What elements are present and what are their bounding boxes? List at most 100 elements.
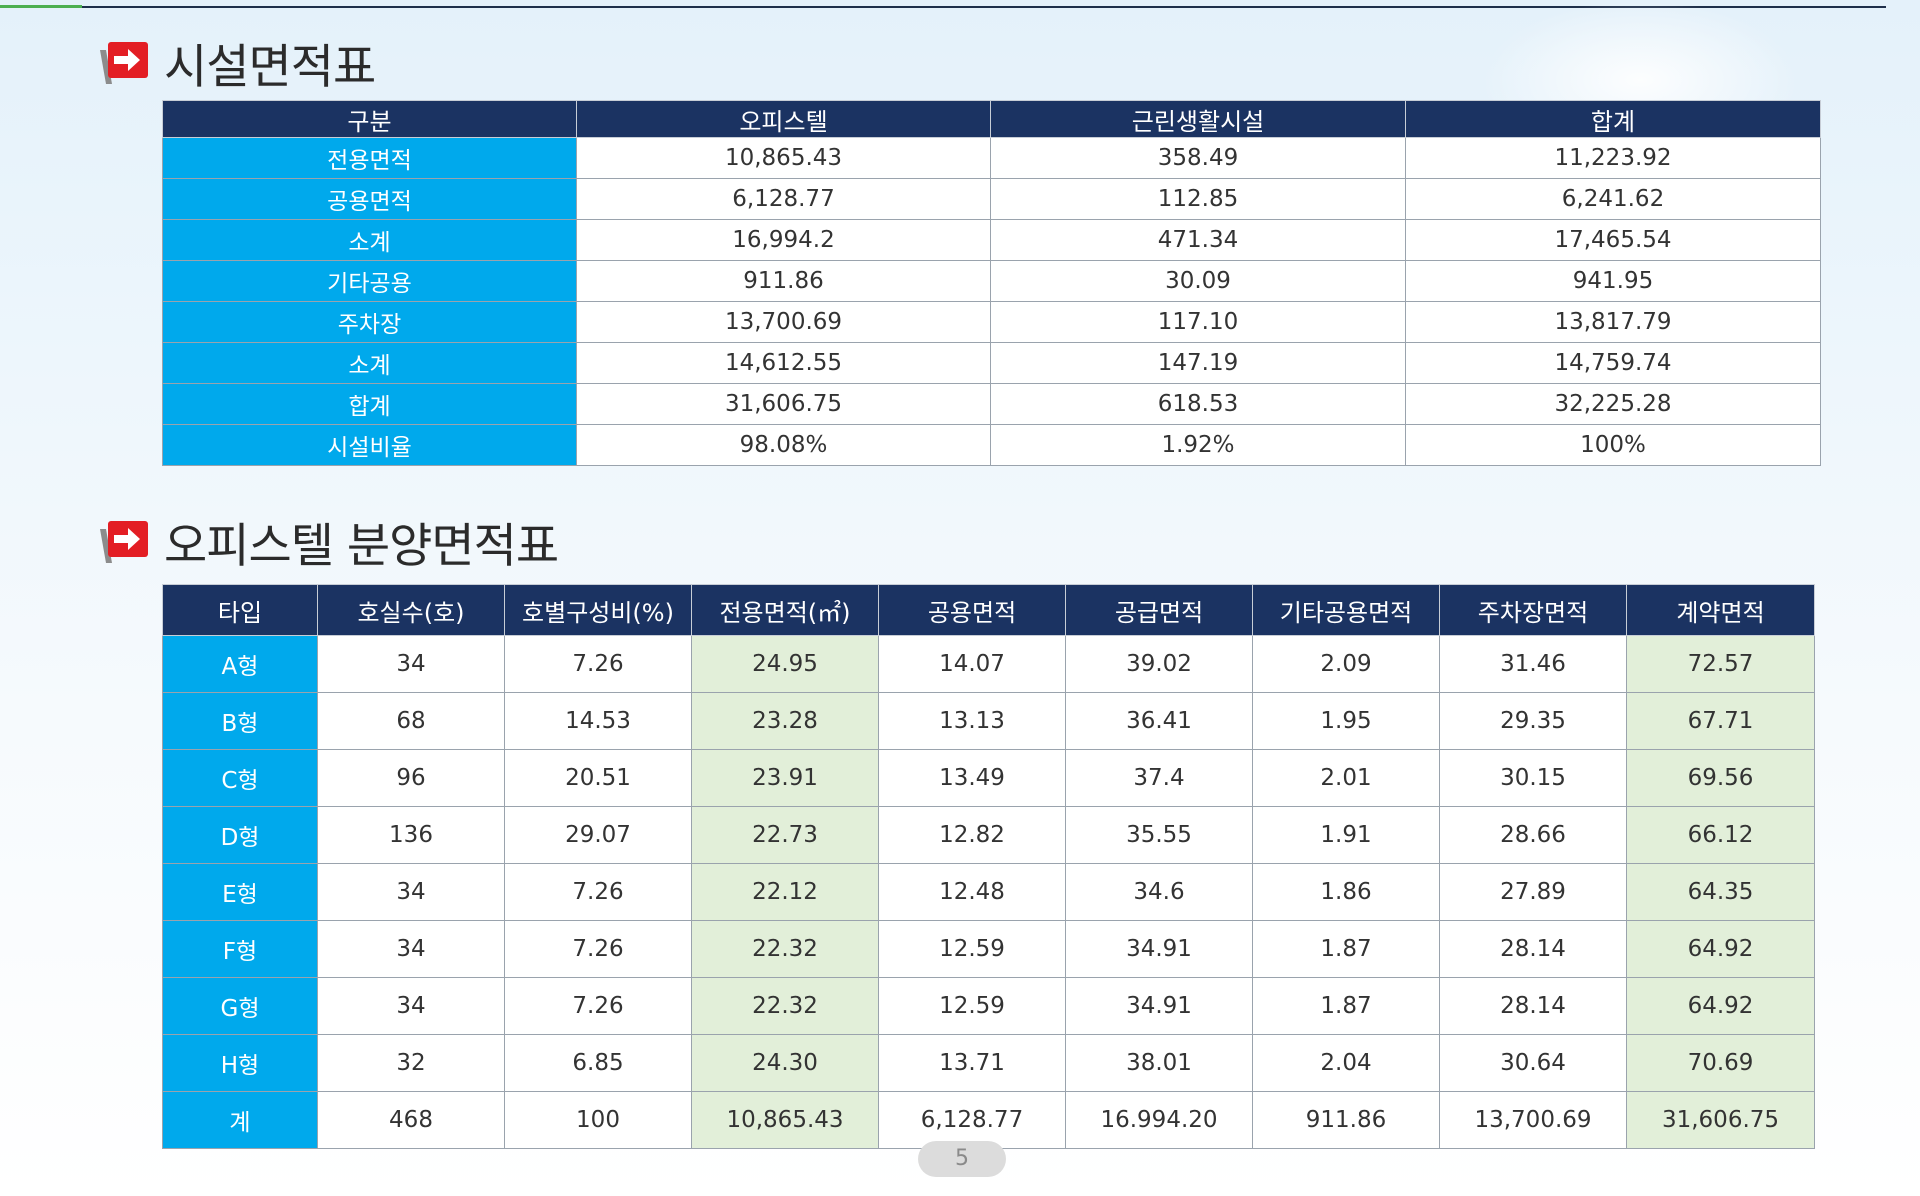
table-cell: 38.01: [1065, 1034, 1253, 1092]
table-cell: 29.35: [1439, 692, 1627, 750]
row-label: C형: [162, 749, 318, 807]
table-cell: 34.91: [1065, 977, 1253, 1035]
row-label: E형: [162, 863, 318, 921]
table-cell: 16,994.2: [576, 219, 991, 261]
table-row: E형 34 7.26 22.12 12.48 34.6 1.86 27.89 6…: [162, 863, 1815, 921]
table-cell: 7.26: [504, 977, 692, 1035]
row-label: 주차장: [162, 301, 577, 343]
table-row-total: 계 468 100 10,865.43 6,128.77 16.994.20 9…: [162, 1091, 1815, 1149]
table-cell: 13.49: [878, 749, 1066, 807]
table-row: 소계 16,994.2 471.34 17,465.54: [162, 219, 1821, 261]
table-cell: 32,225.28: [1405, 383, 1821, 425]
table-cell: 14,759.74: [1405, 342, 1821, 384]
column-header: 기타공용면적: [1252, 584, 1440, 636]
table-cell: 32: [317, 1034, 505, 1092]
page-number: 5: [918, 1141, 1006, 1177]
table-cell: 29.07: [504, 806, 692, 864]
row-label: A형: [162, 635, 318, 693]
column-header: 공급면적: [1065, 584, 1253, 636]
table-cell: 941.95: [1405, 260, 1821, 302]
table-cell: 2.04: [1252, 1034, 1440, 1092]
table-cell: 14,612.55: [576, 342, 991, 384]
table-row: 시설비율 98.08% 1.92% 100%: [162, 424, 1821, 466]
table-cell: 35.55: [1065, 806, 1253, 864]
column-header: 전용면적(㎡): [691, 584, 879, 636]
table-cell: 31,606.75: [1626, 1091, 1815, 1149]
row-label: 공용면적: [162, 178, 577, 220]
column-header: 합계: [1405, 100, 1821, 138]
table-cell: 37.4: [1065, 749, 1253, 807]
table-cell: 17,465.54: [1405, 219, 1821, 261]
section2-title: 오피스텔 분양면적표: [100, 507, 559, 576]
table-cell: 34.91: [1065, 920, 1253, 978]
table-cell: 30.15: [1439, 749, 1627, 807]
table-cell: 7.26: [504, 863, 692, 921]
table-cell: 13,700.69: [1439, 1091, 1627, 1149]
table-cell: 98.08%: [576, 424, 991, 466]
table-cell: 28.14: [1439, 920, 1627, 978]
arrow-icon: [100, 520, 148, 563]
table-cell: 14.07: [878, 635, 1066, 693]
table-cell: 34: [317, 635, 505, 693]
table-row: 공용면적 6,128.77 112.85 6,241.62: [162, 178, 1821, 220]
table-cell: 1.87: [1252, 920, 1440, 978]
table-cell: 24.95: [691, 635, 879, 693]
table-cell: 67.71: [1626, 692, 1815, 750]
row-label: B형: [162, 692, 318, 750]
table-cell: 34.6: [1065, 863, 1253, 921]
table-cell: 13,817.79: [1405, 301, 1821, 343]
table-cell: 66.12: [1626, 806, 1815, 864]
table-cell: 10,865.43: [691, 1091, 879, 1149]
table-row: 합계 31,606.75 618.53 32,225.28: [162, 383, 1821, 425]
column-header: 공용면적: [878, 584, 1066, 636]
facility-area-table: 구분 오피스텔 근린생활시설 합계 전용면적 10,865.43 358.49 …: [162, 100, 1821, 466]
table-cell: 1.87: [1252, 977, 1440, 1035]
table-cell: 23.91: [691, 749, 879, 807]
table-cell: 22.12: [691, 863, 879, 921]
table-cell: 136: [317, 806, 505, 864]
table-cell: 1.92%: [990, 424, 1406, 466]
row-label: 소계: [162, 219, 577, 261]
row-label: 전용면적: [162, 137, 577, 179]
column-header: 주차장면적: [1439, 584, 1627, 636]
table-cell: 34: [317, 920, 505, 978]
table-cell: 36.41: [1065, 692, 1253, 750]
officetel-sale-area-table: 타입 호실수(호) 호별구성비(%) 전용면적(㎡) 공용면적 공급면적 기타공…: [162, 584, 1815, 1149]
table-row: A형 34 7.26 24.95 14.07 39.02 2.09 31.46 …: [162, 635, 1815, 693]
section1-title-text: 시설면적표: [164, 40, 376, 95]
table-cell: 13,700.69: [576, 301, 991, 343]
table-cell: 68: [317, 692, 505, 750]
table-cell: 20.51: [504, 749, 692, 807]
top-rule: [0, 6, 1886, 8]
table-row: D형 136 29.07 22.73 12.82 35.55 1.91 28.6…: [162, 806, 1815, 864]
table-row: G형 34 7.26 22.32 12.59 34.91 1.87 28.14 …: [162, 977, 1815, 1035]
table-cell: 1.86: [1252, 863, 1440, 921]
table-cell: 39.02: [1065, 635, 1253, 693]
table-cell: 64.92: [1626, 977, 1815, 1035]
table-row: H형 32 6.85 24.30 13.71 38.01 2.04 30.64 …: [162, 1034, 1815, 1092]
column-header: 근린생활시설: [990, 100, 1406, 138]
arrow-icon: [100, 41, 148, 84]
table-cell: 72.57: [1626, 635, 1815, 693]
table-cell: 618.53: [990, 383, 1406, 425]
table-cell: 96: [317, 749, 505, 807]
table-cell: 6,128.77: [576, 178, 991, 220]
table-cell: 13.71: [878, 1034, 1066, 1092]
table-cell: 2.09: [1252, 635, 1440, 693]
table-cell: 11,223.92: [1405, 137, 1821, 179]
column-header: 타입: [162, 584, 318, 636]
column-header: 호별구성비(%): [504, 584, 692, 636]
row-label: H형: [162, 1034, 318, 1092]
row-label: 소계: [162, 342, 577, 384]
table-header-row: 타입 호실수(호) 호별구성비(%) 전용면적(㎡) 공용면적 공급면적 기타공…: [162, 584, 1815, 636]
table-cell: 31.46: [1439, 635, 1627, 693]
table-cell: 911.86: [576, 260, 991, 302]
table-row: F형 34 7.26 22.32 12.59 34.91 1.87 28.14 …: [162, 920, 1815, 978]
table-row: 전용면적 10,865.43 358.49 11,223.92: [162, 137, 1821, 179]
table-cell: 64.35: [1626, 863, 1815, 921]
table-cell: 14.53: [504, 692, 692, 750]
table-cell: 30.09: [990, 260, 1406, 302]
table-cell: 468: [317, 1091, 505, 1149]
row-label: F형: [162, 920, 318, 978]
column-header: 구분: [162, 100, 577, 138]
